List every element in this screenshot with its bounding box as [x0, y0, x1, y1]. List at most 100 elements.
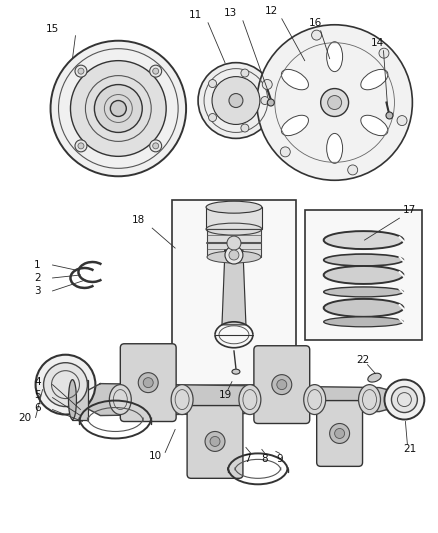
FancyBboxPatch shape: [187, 406, 243, 478]
Circle shape: [229, 250, 239, 260]
Circle shape: [272, 375, 292, 394]
Text: 16: 16: [309, 18, 322, 28]
Circle shape: [71, 61, 166, 156]
Ellipse shape: [410, 390, 420, 409]
Text: 19: 19: [219, 390, 232, 400]
Circle shape: [392, 386, 417, 413]
Circle shape: [198, 63, 274, 139]
Text: 3: 3: [34, 286, 41, 296]
Circle shape: [227, 236, 241, 250]
Text: 14: 14: [371, 38, 384, 48]
Ellipse shape: [361, 69, 388, 90]
Circle shape: [335, 429, 345, 439]
Text: 11: 11: [188, 10, 202, 20]
Circle shape: [205, 432, 225, 451]
Circle shape: [379, 48, 389, 58]
Circle shape: [43, 362, 88, 407]
Circle shape: [35, 355, 95, 415]
Circle shape: [138, 373, 158, 393]
Circle shape: [95, 85, 142, 132]
Circle shape: [280, 147, 290, 157]
Circle shape: [386, 112, 393, 119]
Circle shape: [321, 88, 349, 117]
Circle shape: [385, 379, 424, 419]
Circle shape: [241, 124, 249, 132]
FancyBboxPatch shape: [317, 401, 363, 466]
Text: 2: 2: [34, 273, 41, 283]
Ellipse shape: [324, 287, 403, 297]
Ellipse shape: [324, 254, 403, 266]
Circle shape: [150, 65, 162, 77]
Circle shape: [50, 41, 186, 176]
Ellipse shape: [368, 373, 381, 382]
Text: 8: 8: [261, 455, 268, 464]
Circle shape: [277, 379, 287, 390]
Text: 21: 21: [403, 445, 416, 455]
Text: 9: 9: [276, 455, 283, 464]
Ellipse shape: [110, 385, 131, 415]
Text: 20: 20: [18, 413, 31, 423]
Circle shape: [153, 68, 159, 74]
Ellipse shape: [327, 133, 343, 163]
Circle shape: [150, 140, 162, 152]
Ellipse shape: [281, 69, 308, 90]
FancyBboxPatch shape: [120, 344, 176, 422]
FancyBboxPatch shape: [254, 346, 310, 424]
Ellipse shape: [324, 299, 403, 317]
Text: 17: 17: [403, 205, 416, 215]
Circle shape: [75, 140, 87, 152]
Circle shape: [267, 99, 274, 106]
Circle shape: [210, 437, 220, 447]
Bar: [206, 207, 262, 229]
Circle shape: [262, 79, 272, 90]
Bar: [305, 210, 422, 340]
Ellipse shape: [324, 266, 403, 284]
Ellipse shape: [324, 317, 403, 327]
Ellipse shape: [327, 42, 343, 71]
Circle shape: [75, 65, 87, 77]
Circle shape: [208, 114, 216, 122]
Circle shape: [261, 96, 269, 104]
Bar: [72, 379, 88, 419]
Text: 12: 12: [265, 6, 279, 16]
Polygon shape: [222, 250, 246, 325]
Ellipse shape: [359, 385, 381, 415]
Circle shape: [208, 79, 216, 87]
Circle shape: [241, 69, 249, 77]
Circle shape: [110, 101, 126, 117]
Circle shape: [225, 246, 243, 264]
Circle shape: [78, 68, 84, 74]
Circle shape: [229, 94, 243, 108]
Bar: [172, 200, 296, 385]
Circle shape: [328, 95, 342, 109]
Ellipse shape: [324, 231, 403, 249]
Circle shape: [397, 116, 407, 126]
Circle shape: [330, 424, 350, 443]
Text: 10: 10: [148, 451, 162, 462]
Text: 1: 1: [34, 260, 41, 270]
Text: 13: 13: [223, 8, 237, 18]
Circle shape: [78, 143, 84, 149]
Circle shape: [348, 165, 358, 175]
Circle shape: [311, 30, 321, 40]
Circle shape: [143, 378, 153, 387]
Bar: [388, 390, 415, 409]
Ellipse shape: [207, 251, 261, 263]
Ellipse shape: [171, 385, 193, 415]
Ellipse shape: [304, 385, 326, 415]
Text: 5: 5: [34, 390, 41, 400]
Text: 22: 22: [356, 354, 369, 365]
Polygon shape: [85, 384, 395, 416]
Circle shape: [212, 77, 260, 124]
Text: 18: 18: [132, 215, 145, 225]
Circle shape: [257, 25, 413, 180]
Ellipse shape: [239, 385, 261, 415]
Ellipse shape: [361, 115, 388, 135]
Text: 15: 15: [46, 24, 59, 34]
Ellipse shape: [68, 379, 77, 419]
Text: 7: 7: [244, 455, 251, 464]
Ellipse shape: [232, 369, 240, 374]
Circle shape: [153, 143, 159, 149]
Text: 4: 4: [34, 377, 41, 386]
Ellipse shape: [281, 115, 308, 135]
